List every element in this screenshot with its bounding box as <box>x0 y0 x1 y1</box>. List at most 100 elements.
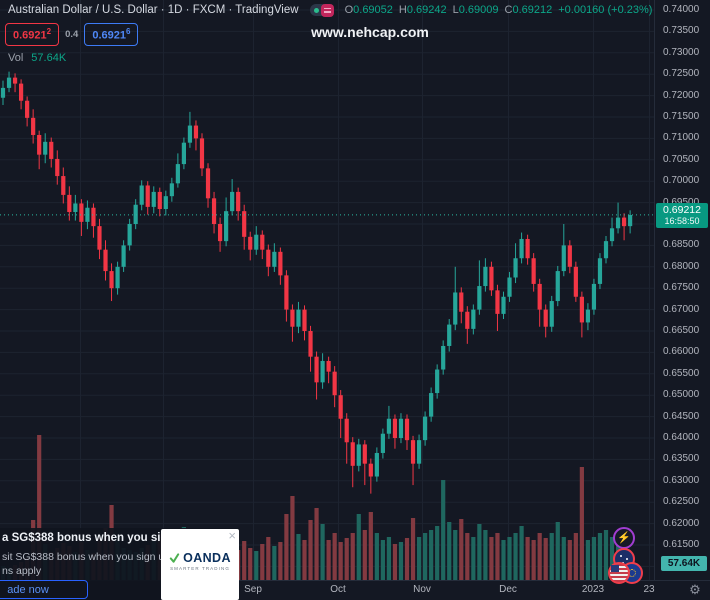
volume-bar <box>404 538 410 580</box>
candle-body <box>435 369 440 394</box>
source-toggle-icon[interactable] <box>309 3 334 17</box>
volume-bar <box>260 544 265 580</box>
buy-ask-button[interactable]: 0.69216 <box>84 23 139 46</box>
gear-icon[interactable]: ⚙ <box>689 582 701 597</box>
volume-legend[interactable]: Vol 57.64K <box>8 52 66 64</box>
watermark-text: www.nehcap.com <box>311 24 429 40</box>
volume-bar <box>368 512 373 580</box>
trade-now-button[interactable]: ade now <box>0 580 88 599</box>
candle-body <box>308 331 313 357</box>
candle-body <box>410 440 416 464</box>
volume-bar <box>374 533 379 580</box>
candle-body <box>465 311 470 329</box>
candle-body <box>621 217 627 227</box>
price-tick-label: 0.64000 <box>663 432 700 443</box>
volume-bar <box>591 537 597 580</box>
price-tick-label: 0.64500 <box>663 410 700 422</box>
oanda-check-icon <box>169 552 180 563</box>
bar-countdown: 16:58:50 <box>664 216 700 226</box>
ad-brand-card[interactable]: × OANDA SMARTER TRADING <box>161 529 239 600</box>
volume-bar <box>356 514 361 580</box>
time-tick-label: Oct <box>330 584 346 595</box>
candle-body <box>211 198 217 224</box>
volume-bar <box>296 534 301 580</box>
volume-bar <box>555 522 560 580</box>
candle-body <box>531 258 536 284</box>
chart-legend: Australian Dollar / U.S. Dollar · 1D · F… <box>8 3 653 17</box>
candle-body <box>0 87 6 98</box>
volume-bar <box>302 540 307 580</box>
volume-value: 57.64K <box>31 52 67 64</box>
candle-body <box>248 236 253 250</box>
price-axis[interactable]: 0.74000 0.73500 0.73000 0.72500 0.72000 0.715… <box>655 0 710 580</box>
symbol-title[interactable]: Australian Dollar / U.S. Dollar · 1D · F… <box>8 4 299 16</box>
close-icon[interactable]: × <box>228 528 236 543</box>
volume-bar <box>435 526 440 580</box>
candle-body <box>43 141 48 155</box>
lightning-events-button[interactable]: ⚡ <box>613 527 635 549</box>
volume-bar <box>392 544 398 580</box>
volume-bar <box>37 435 42 580</box>
volume-bar <box>531 540 536 580</box>
candle-body <box>356 444 361 466</box>
candle-body <box>73 203 78 213</box>
us-flag-events-button[interactable] <box>608 562 630 584</box>
volume-bar <box>537 533 542 580</box>
price-tick-label: 0.68500 <box>663 239 700 251</box>
candle-body <box>193 125 199 139</box>
candle-body <box>603 241 609 259</box>
price-tick-label: 0.63000 <box>663 474 700 486</box>
candle-body <box>380 433 385 453</box>
candle-body <box>368 463 373 477</box>
candle-body <box>163 196 168 210</box>
candle-body <box>260 234 265 250</box>
candle-body <box>199 138 205 169</box>
candle-body <box>85 207 90 222</box>
candle-body <box>447 324 452 346</box>
candle-body <box>628 215 633 227</box>
volume-axis-badge: 57.64K <box>661 556 707 571</box>
candle-body <box>97 226 102 250</box>
volume-bar <box>579 467 584 580</box>
candle-body <box>12 77 18 84</box>
candle-body <box>567 245 572 267</box>
candle-body <box>543 309 548 327</box>
volume-bar <box>501 540 506 580</box>
candle-body <box>278 251 283 276</box>
high-value: 0.69242 <box>406 4 447 16</box>
open-label: O <box>344 4 354 16</box>
price-tick-label: 0.67000 <box>663 303 700 315</box>
price-tick-label: 0.69500 <box>663 197 699 209</box>
candle-body <box>519 238 524 259</box>
candle-body <box>513 258 518 278</box>
candle-body <box>133 204 138 224</box>
time-axis[interactable]: Sep Oct Nov Dec 2023 23 <box>0 580 710 600</box>
toggle-menu-icon <box>320 3 334 17</box>
candle-body <box>591 283 597 310</box>
volume-bar <box>603 530 609 580</box>
candle-body <box>266 249 271 267</box>
price-tick-label: 0.71500 <box>663 111 700 122</box>
ad-terms: ns apply <box>2 565 42 577</box>
candle-body <box>151 191 156 207</box>
volume-bar <box>272 546 277 580</box>
candle-body <box>6 77 12 88</box>
candle-body <box>573 266 578 297</box>
sell-bid-button[interactable]: 0.69212 <box>5 23 60 46</box>
volume-bar <box>380 540 385 580</box>
volume-bar <box>561 537 566 580</box>
time-tick-label: 23 <box>643 584 655 595</box>
candlestick-chart-svg[interactable] <box>0 0 655 580</box>
high-label: H <box>398 4 407 16</box>
oanda-brand-name: OANDA <box>183 551 231 565</box>
volume-bar <box>344 538 349 580</box>
candle-body <box>272 251 277 267</box>
ad-subline: sit SG$388 bonus when you sign up. <box>2 551 174 563</box>
candle-body <box>242 211 247 237</box>
candle-body <box>398 418 404 438</box>
candle-body <box>429 393 434 417</box>
candle-body <box>392 418 398 438</box>
price-tick-label: 0.66000 <box>663 346 700 358</box>
ohlc-values: O0.69052 H0.69242 L0.69009 C0.69212 +0.0… <box>345 4 653 16</box>
